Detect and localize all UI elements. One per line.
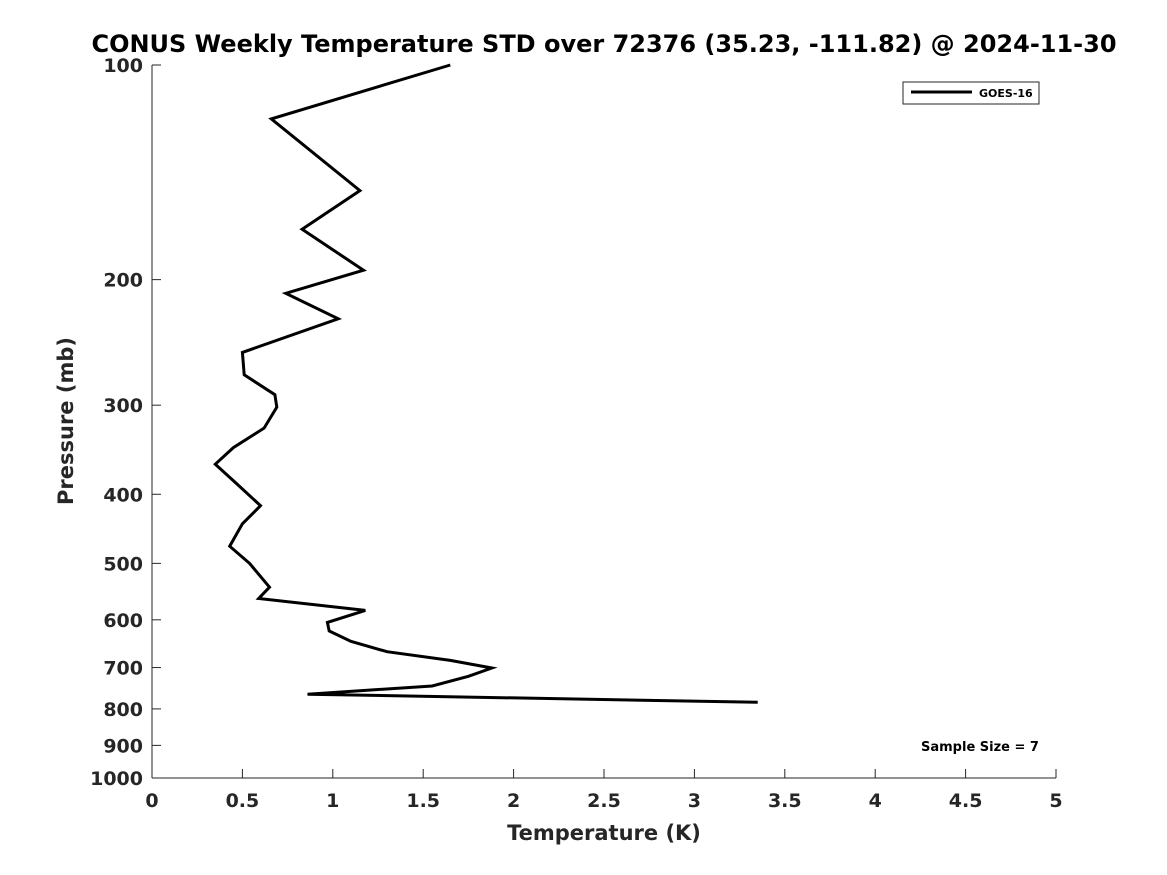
- y-tick-label: 700: [103, 658, 143, 680]
- x-tick-label: 4.5: [949, 790, 983, 812]
- y-tick-label: 100: [103, 55, 143, 77]
- x-tick-label: 5: [1049, 790, 1062, 812]
- y-axis-label: Pressure (mb): [54, 337, 78, 505]
- x-tick-label: 4: [869, 790, 882, 812]
- y-tick-label: 900: [103, 735, 143, 757]
- x-tick-label: 3: [688, 790, 701, 812]
- chart-title: CONUS Weekly Temperature STD over 72376 …: [91, 30, 1116, 58]
- x-tick-label: 3.5: [768, 790, 802, 812]
- x-tick-label: 1.5: [406, 790, 440, 812]
- y-tick-label: 200: [103, 270, 143, 292]
- y-tick-label: 400: [103, 484, 143, 506]
- y-tick-label: 1000: [90, 768, 143, 790]
- plot-area: 0 0.5 1 1.5 2 2.5 3 3.5 4 4.5 5 100 200 300 400 500 600…: [90, 55, 1063, 812]
- x-tick-label: 1: [326, 790, 339, 812]
- series-line-goes-16: [213, 63, 758, 704]
- legend-label: GOES-16: [979, 87, 1033, 100]
- x-tick-label: 2.5: [587, 790, 621, 812]
- x-tick-label: 2: [507, 790, 520, 812]
- y-tick-label: 300: [103, 395, 143, 417]
- x-tick-label: 0: [145, 790, 158, 812]
- legend: GOES-16: [902, 81, 1040, 105]
- y-ticks: 100 200 300 400 500 600 700 800 900 1000: [90, 55, 161, 790]
- x-ticks: 0 0.5 1 1.5 2 2.5 3 3.5 4 4.5 5: [145, 769, 1063, 812]
- x-tick-label: 0.5: [226, 790, 260, 812]
- sample-size-annotation: Sample Size = 7: [921, 740, 1039, 755]
- y-tick-label: 600: [103, 610, 143, 632]
- x-axis-label: Temperature (K): [507, 821, 701, 845]
- y-tick-label: 500: [103, 553, 143, 575]
- y-tick-label: 800: [103, 699, 143, 721]
- series-layer: [213, 63, 758, 704]
